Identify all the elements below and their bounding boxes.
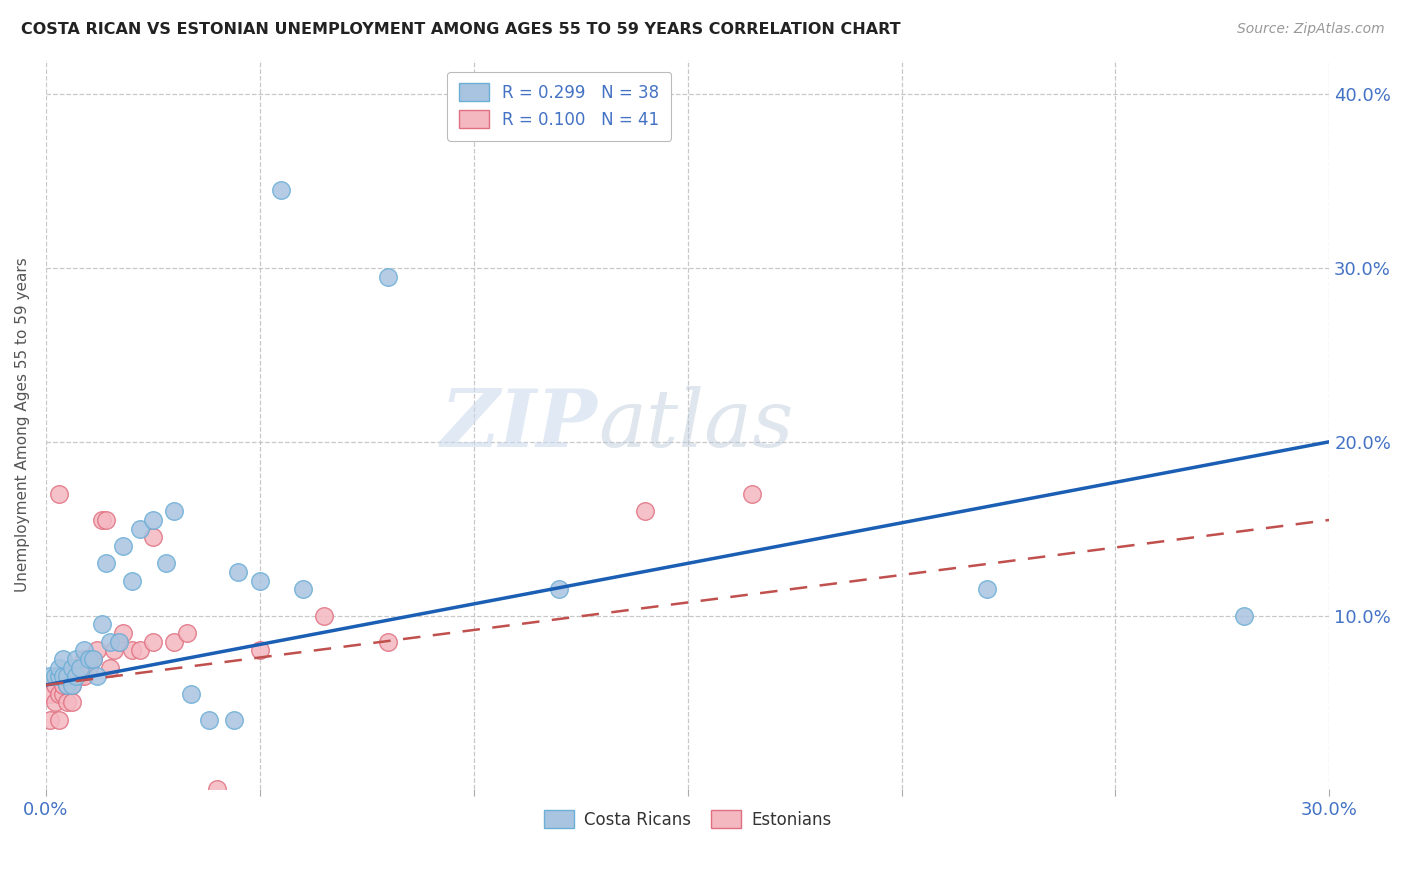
Point [976,582,998,597]
Point [121,643,143,657]
Point [39,687,62,701]
Point [180,687,202,701]
Point [94,513,117,527]
Point [634,504,657,518]
Legend: Costa Ricans, Estonians: Costa Ricans, Estonians [537,804,838,836]
Point [77,652,100,666]
Point [48,487,70,501]
Text: ZIP: ZIP [441,385,598,463]
Point [69,660,91,674]
Point [86,643,108,657]
Point [121,574,143,588]
Point [155,557,177,571]
Point [48,669,70,683]
Point [39,713,62,727]
Point [94,557,117,571]
Point [111,625,134,640]
Point [65,669,87,683]
Point [98,660,121,674]
Point [142,634,165,648]
Point [82,652,104,666]
Point [312,608,335,623]
Point [249,643,271,657]
Point [98,634,121,648]
Point [69,660,91,674]
Point [377,269,399,284]
Point [142,513,165,527]
Point [129,522,152,536]
Point [77,660,100,674]
Point [52,652,75,666]
Text: atlas: atlas [598,385,793,463]
Point [197,713,219,727]
Y-axis label: Unemployment Among Ages 55 to 59 years: Unemployment Among Ages 55 to 59 years [15,257,30,591]
Point [44,669,66,683]
Point [205,782,228,797]
Point [129,643,152,657]
Point [56,695,79,709]
Point [163,504,186,518]
Point [176,625,198,640]
Point [103,643,125,657]
Point [291,582,314,597]
Point [73,669,96,683]
Point [228,565,250,579]
Point [44,695,66,709]
Point [73,643,96,657]
Point [224,713,246,727]
Point [249,574,271,588]
Point [65,660,87,674]
Point [69,669,91,683]
Point [90,617,112,632]
Point [56,669,79,683]
Point [52,687,75,701]
Point [60,678,83,692]
Text: COSTA RICAN VS ESTONIAN UNEMPLOYMENT AMONG AGES 55 TO 59 YEARS CORRELATION CHART: COSTA RICAN VS ESTONIAN UNEMPLOYMENT AMO… [21,22,901,37]
Point [65,652,87,666]
Point [142,530,165,544]
Point [163,634,186,648]
Point [44,678,66,692]
Point [86,669,108,683]
Point [56,669,79,683]
Point [39,669,62,683]
Point [60,678,83,692]
Point [82,652,104,666]
Point [65,669,87,683]
Point [107,634,129,648]
Point [741,487,763,501]
Point [107,634,129,648]
Text: Source: ZipAtlas.com: Source: ZipAtlas.com [1237,22,1385,37]
Point [1233,608,1256,623]
Point [56,678,79,692]
Point [270,183,292,197]
Point [73,652,96,666]
Point [48,687,70,701]
Point [48,660,70,674]
Point [111,539,134,553]
Point [548,582,571,597]
Point [52,678,75,692]
Point [90,513,112,527]
Point [60,695,83,709]
Point [56,678,79,692]
Point [377,634,399,648]
Point [52,669,75,683]
Point [60,660,83,674]
Point [48,713,70,727]
